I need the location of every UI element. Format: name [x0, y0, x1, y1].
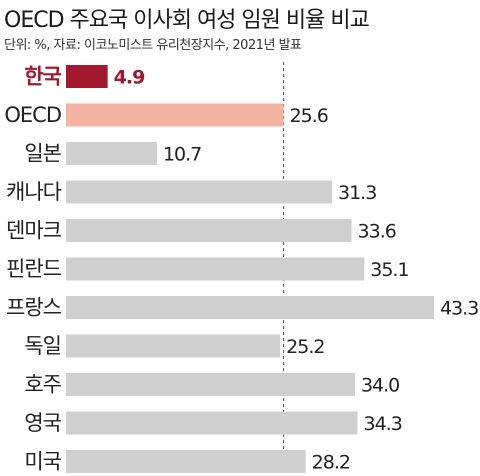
- category-label-10: 미국: [24, 450, 61, 474]
- category-label-5: 핀란드: [6, 257, 62, 281]
- category-label-0: 한국: [24, 65, 61, 89]
- value-label-2: 10.7: [163, 144, 201, 166]
- category-label-9: 영국: [24, 411, 61, 435]
- chart-title: OECD 주요국 이사회 여성 임원 비율 비교: [4, 8, 370, 33]
- category-label-4: 덴마크: [6, 219, 62, 243]
- value-label-6: 43.3: [440, 298, 478, 320]
- value-label-8: 34.0: [361, 375, 399, 397]
- bar-10: [66, 450, 306, 473]
- bar-0: [66, 65, 108, 88]
- value-label-1: 25.6: [290, 105, 328, 127]
- bar-4: [66, 219, 352, 242]
- bar-8: [66, 373, 355, 396]
- category-label-1: OECD: [4, 103, 61, 127]
- bar-2: [66, 142, 157, 165]
- value-label-3: 31.3: [338, 182, 376, 204]
- bar-6: [66, 296, 434, 319]
- value-label-0: 4.9: [114, 67, 145, 89]
- category-label-3: 캐나다: [6, 180, 62, 204]
- value-label-5: 35.1: [370, 259, 408, 281]
- value-label-7: 25.2: [286, 336, 324, 358]
- bar-7: [66, 334, 281, 358]
- bar-1: [66, 103, 284, 127]
- bar-3: [66, 180, 333, 204]
- value-label-9: 34.3: [364, 413, 402, 435]
- category-label-6: 프랑스: [6, 296, 62, 320]
- bar-5: [66, 257, 365, 281]
- category-label-8: 호주: [24, 373, 61, 397]
- category-label-7: 독일: [24, 334, 61, 358]
- value-label-10: 28.2: [312, 452, 350, 474]
- value-label-4: 33.6: [358, 221, 396, 243]
- bar-9: [66, 411, 358, 435]
- category-label-2: 일본: [24, 142, 61, 166]
- chart-subtitle: 단위: %, 자료: 이코노미스트 유리천장지수, 2021년 발표: [4, 38, 302, 53]
